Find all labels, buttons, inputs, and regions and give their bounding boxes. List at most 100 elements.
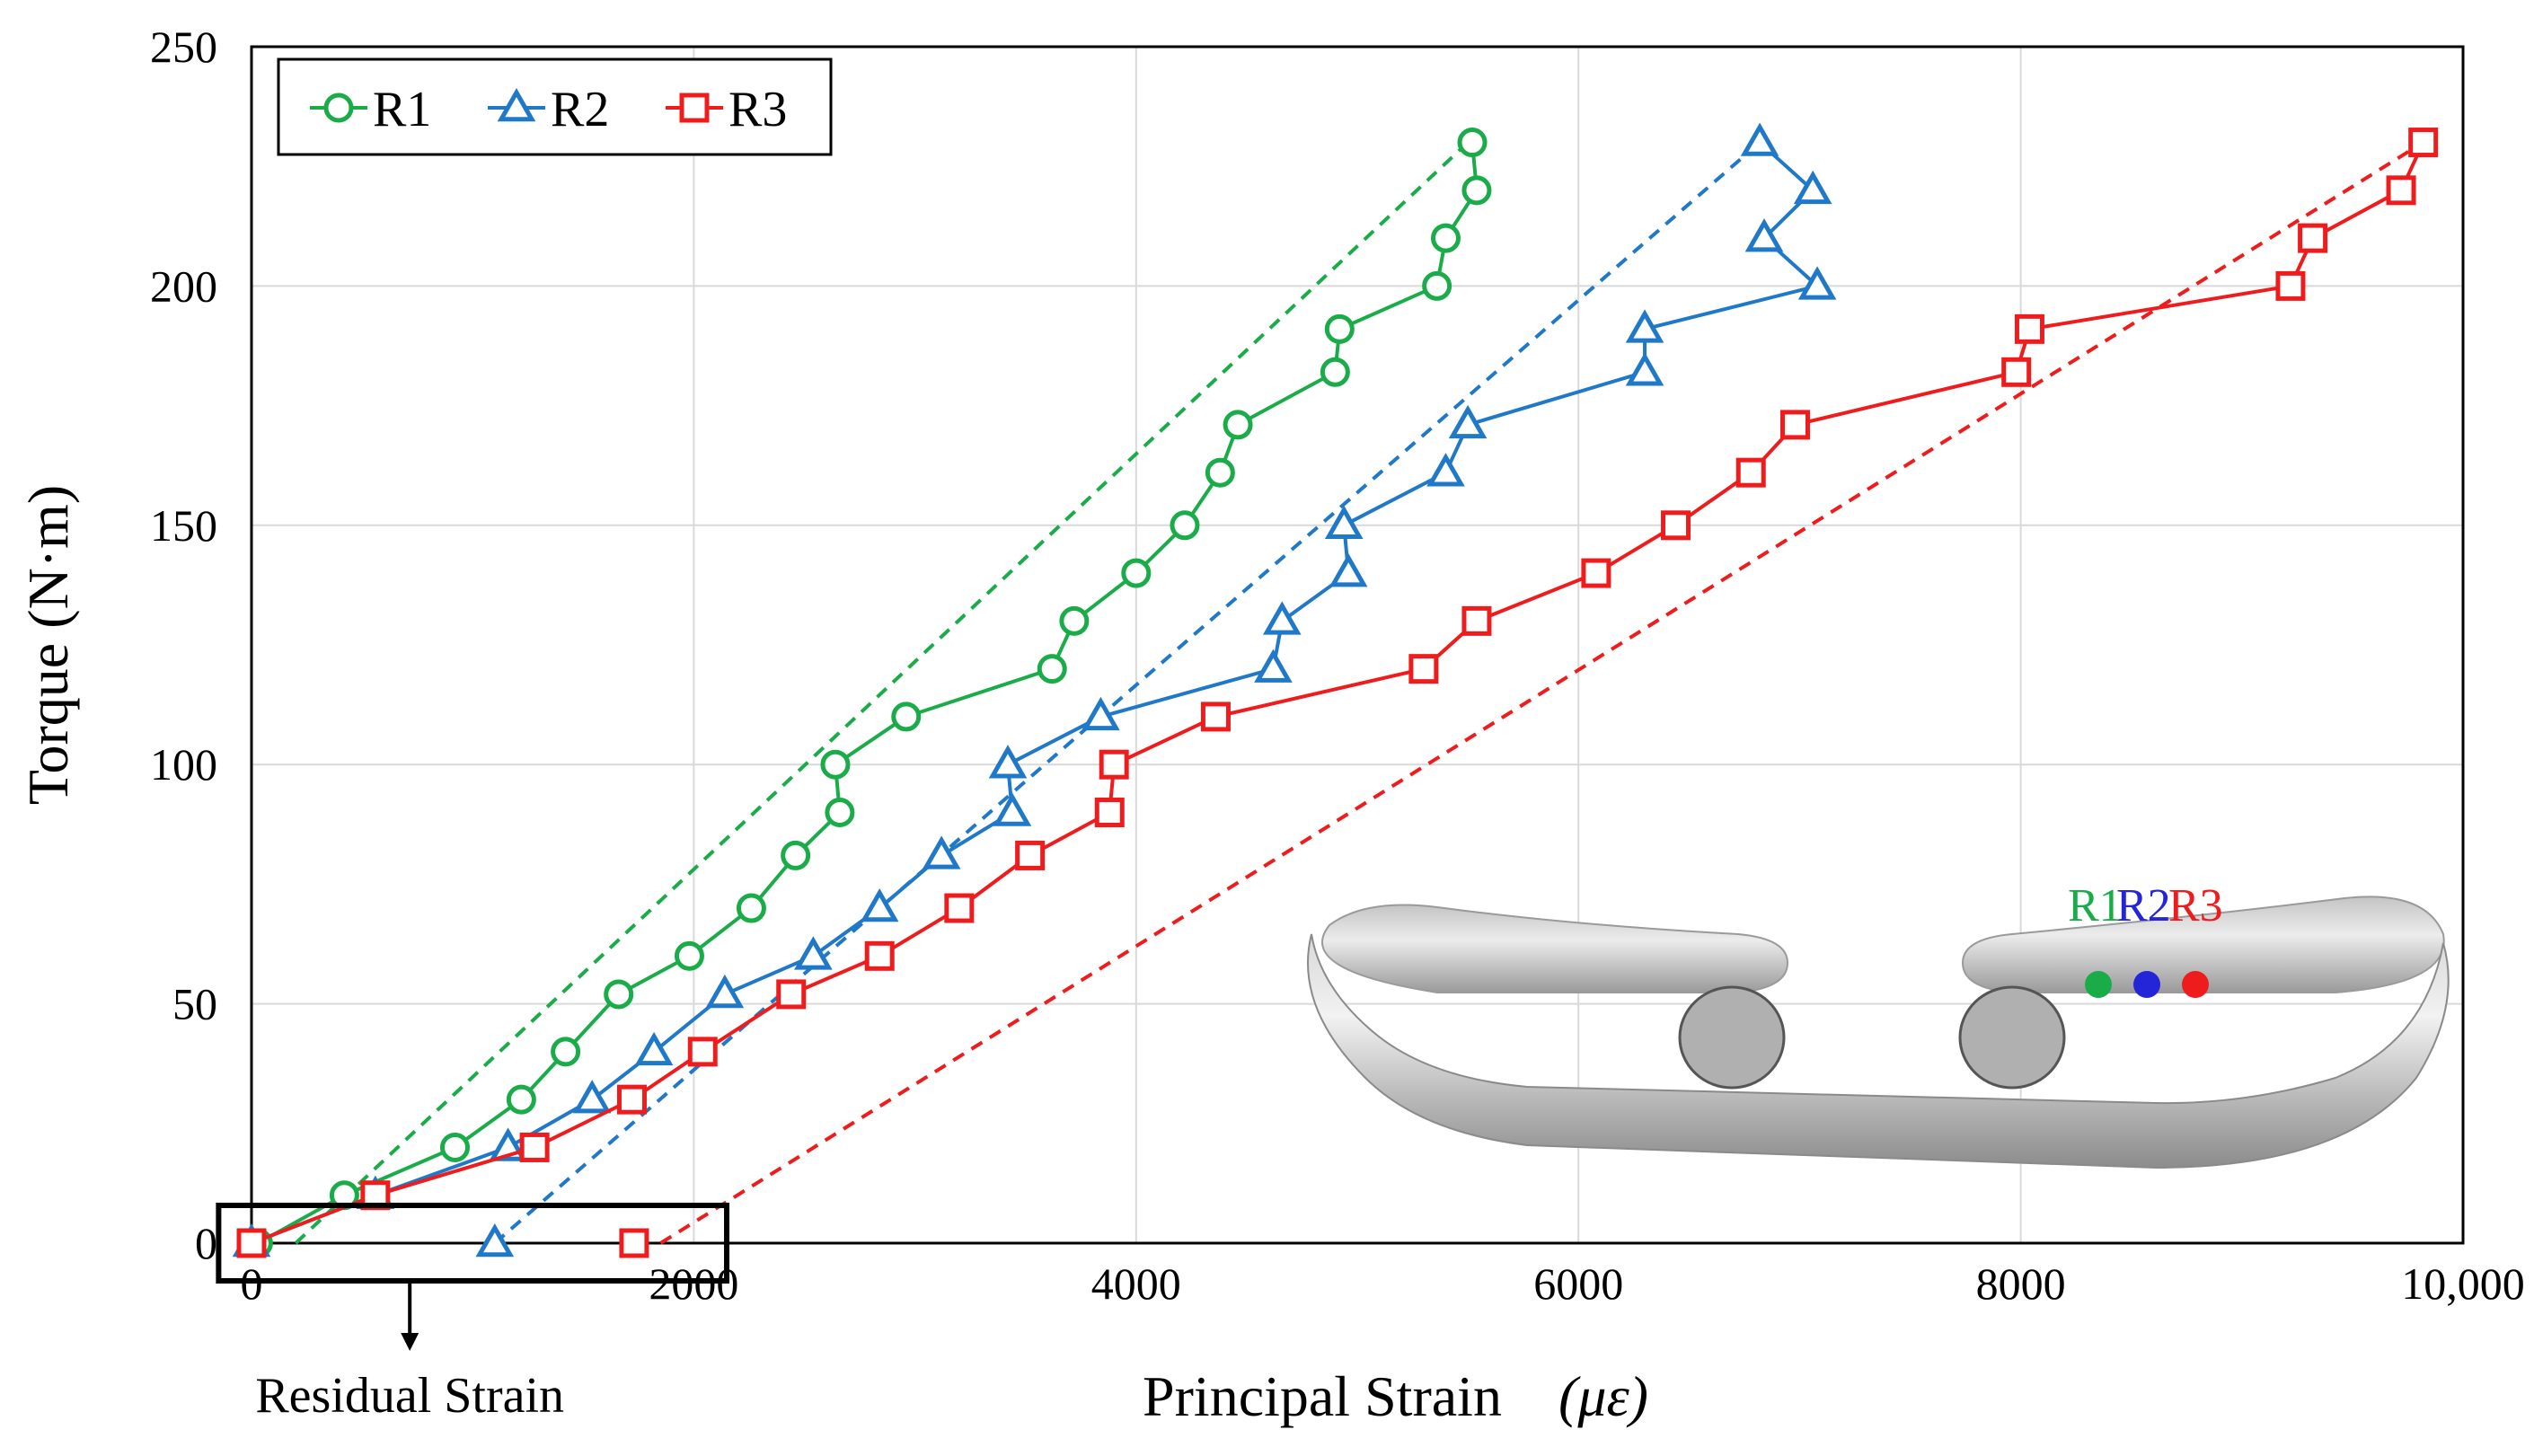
y-tick-label: 200 xyxy=(150,260,217,311)
residual-point-r3 xyxy=(619,1228,649,1258)
point-r3 xyxy=(687,1037,718,1067)
point-r1 xyxy=(736,893,766,923)
legend-item-r1: R1 xyxy=(310,82,431,137)
point-r1 xyxy=(1461,175,1492,206)
point-r2 xyxy=(572,1080,612,1114)
point-r1 xyxy=(1205,457,1235,488)
point-r3 xyxy=(1200,702,1231,732)
x-tick-label: 8000 xyxy=(1976,1258,2066,1309)
point-r2 xyxy=(1797,266,1837,300)
point-r3 xyxy=(776,979,807,1010)
inset-dot-r1 xyxy=(2085,971,2112,998)
point-r1 xyxy=(1121,558,1152,588)
point-r3 xyxy=(1094,797,1125,827)
inset-illustration: R1 R2 R3 xyxy=(1307,880,2450,1169)
plot-frame xyxy=(250,45,2465,1245)
series-line-r3 xyxy=(251,141,2425,1245)
y-tick-label: 250 xyxy=(150,22,217,72)
inset-label-r1: R1 xyxy=(2068,880,2123,931)
y-axis-title: Torque (N·m) xyxy=(16,485,80,805)
point-r2 xyxy=(1744,218,1784,252)
point-r3 xyxy=(1015,840,1046,870)
point-r1 xyxy=(1422,270,1452,301)
y-tick-label: 50 xyxy=(172,979,217,1029)
y-tick-label: 150 xyxy=(150,500,217,551)
unloading-line-r2 xyxy=(493,141,1761,1245)
point-r2 xyxy=(1082,696,1120,731)
legend-item-r2: R2 xyxy=(488,82,609,137)
point-r2 xyxy=(794,936,833,970)
point-r3 xyxy=(2408,128,2439,158)
point-r2 xyxy=(1740,122,1779,156)
point-r1 xyxy=(825,797,855,827)
inset-label-r3: R3 xyxy=(2168,880,2223,931)
legend-label: R3 xyxy=(728,82,787,137)
point-r3 xyxy=(864,940,895,971)
point-r3 xyxy=(2275,270,2306,301)
point-r2 xyxy=(634,1031,674,1066)
point-r1 xyxy=(1059,605,1090,636)
point-r1 xyxy=(781,840,811,870)
legend-label: R2 xyxy=(551,82,609,137)
residual-markers xyxy=(475,1222,649,1258)
x-axis-unit: (με) xyxy=(1558,1364,1648,1428)
x-tick-label: 4000 xyxy=(1091,1258,1181,1309)
unloading-line-r3 xyxy=(659,140,2424,1245)
point-r2 xyxy=(860,888,899,922)
inset-dot-r2 xyxy=(2133,971,2160,998)
inset-label-r2: R2 xyxy=(2116,880,2171,931)
legend-marker-r3 xyxy=(679,93,710,123)
point-r1 xyxy=(1170,510,1200,541)
point-r2 xyxy=(705,974,745,1009)
residual-strain-arrowhead xyxy=(401,1333,419,1351)
legend-marker-r1 xyxy=(323,93,354,123)
legend-label: R1 xyxy=(373,82,431,137)
series-r2 xyxy=(232,122,1837,1257)
unloading-lines xyxy=(294,140,2424,1245)
point-r2 xyxy=(1324,505,1364,540)
residual-strain-label: Residual Strain xyxy=(255,1368,564,1424)
point-r3 xyxy=(2001,357,2032,387)
point-r2 xyxy=(1625,309,1664,343)
ring-right-end-cap xyxy=(1958,985,2066,1090)
point-r2 xyxy=(993,792,1032,826)
point-r2 xyxy=(1329,553,1368,587)
x-tick-label: 10,000 xyxy=(2401,1258,2525,1309)
data-series xyxy=(232,122,2439,1258)
point-r2 xyxy=(1426,453,1465,487)
inset-dot-r3 xyxy=(2182,971,2209,998)
y-tick-labels: 0 50 100 150 200 250 xyxy=(150,22,217,1268)
point-r1 xyxy=(820,749,851,780)
point-r3 xyxy=(1735,457,1766,488)
legend: R1 R2 R3 xyxy=(277,57,833,156)
point-r3 xyxy=(616,1084,647,1115)
unloading-line-r1 xyxy=(294,141,1470,1245)
point-r3 xyxy=(1661,510,1691,541)
point-r2 xyxy=(1448,404,1488,439)
legend-item-r3: R3 xyxy=(666,82,787,137)
point-r2 xyxy=(1625,352,1664,386)
point-r2 xyxy=(1793,170,1832,205)
point-r1 xyxy=(1324,313,1355,344)
point-r1 xyxy=(674,940,704,971)
ring-bottom-bar xyxy=(1307,933,2450,1169)
point-r1 xyxy=(891,702,922,732)
point-r1 xyxy=(1457,128,1488,158)
point-r2 xyxy=(1254,649,1293,683)
point-r1 xyxy=(440,1132,471,1162)
legend-box xyxy=(277,57,833,156)
point-r3 xyxy=(1408,654,1439,684)
point-r3 xyxy=(944,893,975,923)
legend-marker-r2 xyxy=(497,87,536,122)
point-r3 xyxy=(2386,175,2416,206)
point-r3 xyxy=(1581,558,1611,588)
point-r3 xyxy=(1461,605,1492,636)
ring-left-end-cap xyxy=(1678,985,1786,1090)
series-r3 xyxy=(236,128,2439,1258)
point-r2 xyxy=(988,745,1028,779)
series-r1 xyxy=(243,128,1492,1258)
point-r1 xyxy=(1320,357,1350,387)
y-tick-label: 0 xyxy=(195,1218,217,1268)
point-r1 xyxy=(604,979,634,1010)
